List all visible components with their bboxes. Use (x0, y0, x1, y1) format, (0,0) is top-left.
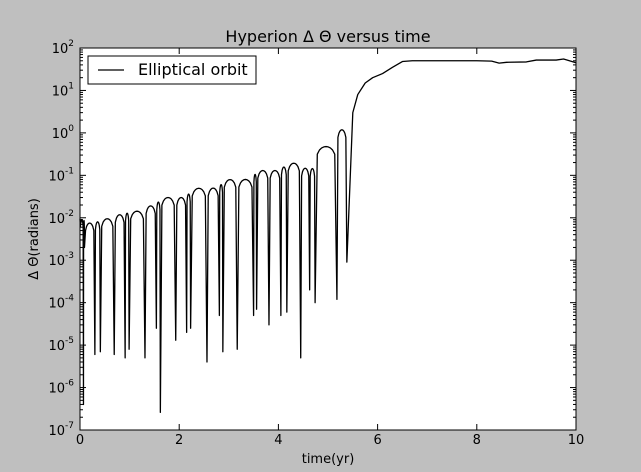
x-tick-label: 4 (274, 433, 282, 448)
y-tick-label: 10-4 (48, 294, 74, 312)
plot-frame (79, 47, 577, 431)
y-tick-label: 101 (52, 81, 74, 99)
legend-label: Elliptical orbit (138, 60, 248, 79)
y-tick-label: 10-1 (48, 166, 74, 184)
series-line-elliptical-orbit (79, 58, 577, 414)
x-tick-label: 2 (175, 433, 183, 448)
series-layer (79, 58, 577, 414)
x-tick-label: 10 (568, 433, 585, 448)
plot-area (80, 48, 576, 430)
chart-title: Hyperion Δ Θ versus time (225, 27, 430, 46)
x-tick-label: 0 (76, 433, 84, 448)
y-tick-label: 10-6 (48, 379, 74, 397)
x-axis-label: time(yr) (302, 452, 355, 467)
y-tick-label: 10-3 (48, 251, 74, 269)
y-tick-label: 100 (52, 124, 75, 142)
ticks-layer: 0 2 4 6 8 10 10-7 10-6 10-5 10-4 10-3 10-2 10-1 100 10… (48, 39, 584, 448)
y-axis-label: Δ Θ(radians) (27, 198, 42, 280)
y-tick-label: 10-2 (48, 209, 74, 227)
y-tick-label: 10-5 (48, 336, 74, 354)
x-tick-label: 8 (473, 433, 481, 448)
legend: Elliptical orbit (87, 55, 257, 85)
y-tick-label: 10-7 (48, 421, 74, 439)
x-tick-label: 6 (373, 433, 381, 448)
y-tick-label: 102 (52, 39, 74, 57)
